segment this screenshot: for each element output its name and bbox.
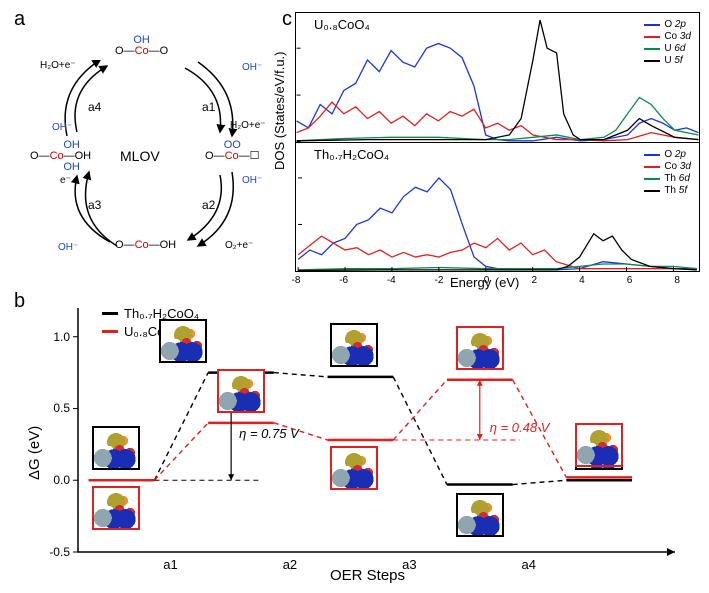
feg-xtick: a3 <box>402 557 416 572</box>
dos-title-bottom: Th₀.₇H₂CoO₄ <box>314 147 389 162</box>
cycle-center-label: MLOV <box>120 148 160 164</box>
dos-legend-top: O 2pCo 3dU 6dU 5f <box>644 19 691 67</box>
snapshot-u <box>330 446 378 490</box>
dos-svg-top <box>296 13 699 142</box>
reagent-a3-out: e⁻ <box>60 175 71 186</box>
feg-ylabel: ΔG (eV) <box>26 426 43 480</box>
dos-xtick: -8 <box>292 275 301 286</box>
feg-xtick: a1 <box>163 557 177 572</box>
feg-ytick: 0.0 <box>40 473 70 487</box>
dos-legend-item: O 2p <box>644 149 691 161</box>
reagent-a1-in: OH⁻ <box>242 62 262 73</box>
feg-ytick: 0.5 <box>40 401 70 415</box>
dos-ylabel: DOS (States/eV/f.u.) <box>272 52 287 171</box>
dos-legend-item: Th 5f <box>644 185 691 197</box>
dos-legend-item: U 6d <box>644 43 691 55</box>
reagent-a4-in: OH⁻ <box>52 122 72 133</box>
snapshot-u <box>92 486 140 530</box>
dos-xtick: 4 <box>579 275 585 286</box>
dos-legend-item: U 5f <box>644 55 691 67</box>
snapshot-th <box>456 493 504 537</box>
snapshot-th <box>330 323 378 367</box>
snapshot-th <box>92 426 140 470</box>
dos-legend-bottom: O 2pCo 3dTh 6dTh 5f <box>644 149 691 197</box>
snapshot-u <box>456 326 504 370</box>
dos-legend-item: O 2p <box>644 19 691 31</box>
dos-xlabel: Energy (eV) <box>450 275 519 290</box>
dos-title-top: U₀.₈CoO₄ <box>314 17 370 32</box>
eta-label-u: η = 0.48 V <box>490 420 550 435</box>
snapshot-u <box>575 423 623 467</box>
panel-label-c: c <box>282 8 292 31</box>
dos-container: U₀.₈CoO₄ O 2pCo 3dU 6dU 5f Th₀.₇H₂CoO₄ O… <box>295 12 700 272</box>
dos-legend-item: Co 3d <box>644 161 691 173</box>
dos-xtick: -4 <box>387 275 396 286</box>
feg-xlabel: OER Steps <box>330 567 405 584</box>
step-a2: a2 <box>202 198 215 212</box>
species-left: OH O—Co—OH OH <box>30 140 91 173</box>
panel-label-b: b <box>14 290 25 313</box>
reagent-a1-out: H₂O+e⁻ <box>230 120 266 131</box>
dos-legend-item: Co 3d <box>644 31 691 43</box>
feg-xtick: a2 <box>283 557 297 572</box>
dos-xtick: 2 <box>531 275 537 286</box>
dos-xtick: 8 <box>674 275 680 286</box>
panel-label-a: a <box>14 8 25 31</box>
feg-ytick: -0.5 <box>40 545 70 559</box>
free-energy-diagram: ΔG (eV) OER Steps Th₀.₇H₂CoO₄ U₀.₈CoO₄ -… <box>30 300 695 582</box>
dos-xtick: -2 <box>434 275 443 286</box>
species-right: OO O—Co—☐ <box>205 140 260 162</box>
dos-xtick: -6 <box>339 275 348 286</box>
reagent-a3-in: OH⁻ <box>58 242 78 253</box>
step-a4: a4 <box>88 100 101 114</box>
dos-svg-bottom <box>296 143 699 271</box>
snapshot-th <box>159 319 207 363</box>
feg-xtick: a4 <box>522 557 536 572</box>
species-top: OH O—Co—O <box>115 35 168 57</box>
dos-plot-top: U₀.₈CoO₄ O 2pCo 3dU 6dU 5f <box>296 13 699 142</box>
reagent-a4-out: H₂O+e⁻ <box>40 60 76 71</box>
feg-ytick: 1.0 <box>40 330 70 344</box>
step-a1: a1 <box>202 100 215 114</box>
reagent-a2-in: OH⁻ <box>242 175 262 186</box>
snapshot-u <box>217 369 265 413</box>
dos-legend-item: Th 6d <box>644 173 691 185</box>
reagent-a2-out: O₂+e⁻ <box>225 240 253 251</box>
dos-plot-bottom: Th₀.₇H₂CoO₄ O 2pCo 3dTh 6dTh 5f -8-6-4-2… <box>296 142 699 271</box>
step-a3: a3 <box>88 198 101 212</box>
reaction-cycle: MLOV OH O—Co—O OO O—Co—☐ O—Co—OH OH O—Co… <box>30 30 270 270</box>
eta-label-th: η = 0.75 V <box>239 426 299 441</box>
dos-xtick: 6 <box>627 275 633 286</box>
